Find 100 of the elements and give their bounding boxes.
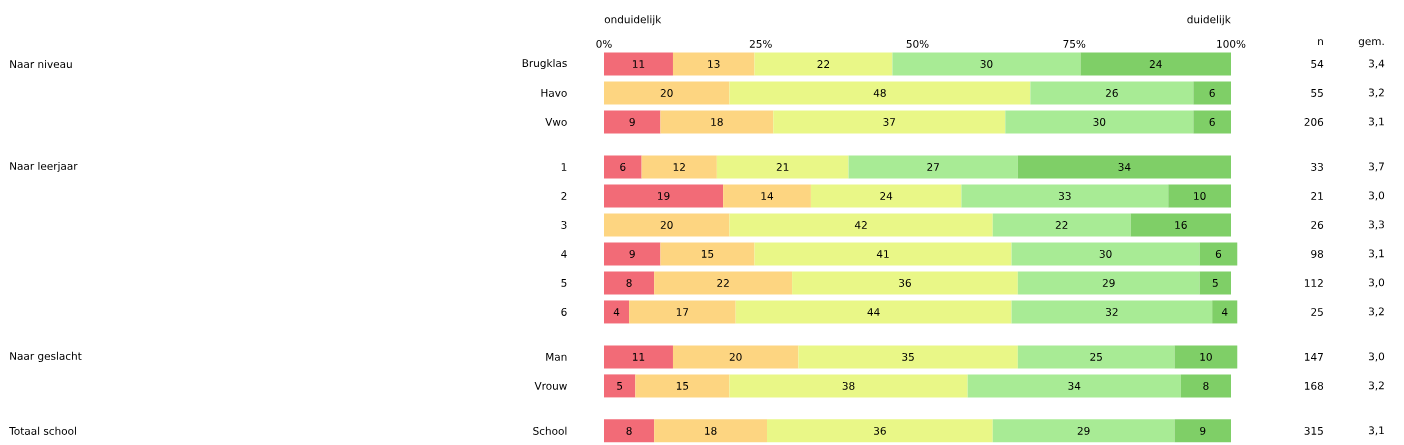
data-label: 34 [1118, 162, 1131, 171]
data-label: 41 [876, 249, 889, 258]
text: 206 [1304, 117, 1324, 126]
data-label: 4 [1221, 307, 1228, 316]
data-label: 16 [1175, 220, 1187, 229]
text: 26 [1311, 220, 1324, 229]
data-label: 30 [1093, 117, 1106, 126]
text: 147 [1304, 352, 1323, 361]
text: 3,2 [1368, 381, 1384, 391]
text: onduidelijk [604, 15, 662, 26]
data-label: 11 [632, 352, 645, 361]
text: 54 [1311, 59, 1324, 68]
data-label: 8 [1203, 381, 1209, 390]
text: n [1318, 38, 1323, 45]
text: 25 [1311, 307, 1323, 316]
data-label: 22 [1055, 220, 1068, 229]
data-label: 6 [620, 162, 626, 171]
data-label: 27 [927, 162, 939, 171]
data-label: 11 [632, 60, 645, 68]
data-label: 35 [902, 352, 914, 361]
data-label: 24 [880, 191, 893, 200]
data-label: 48 [873, 88, 886, 97]
data-label: 38 [842, 381, 855, 390]
data-label: 12 [673, 162, 685, 171]
text: 3,2 [1368, 88, 1384, 98]
text: 3,4 [1368, 59, 1385, 69]
y-tick-label: Vwo [545, 117, 567, 126]
data-label: 18 [705, 426, 717, 435]
text: 3,0 [1368, 191, 1385, 201]
data-label: 8 [626, 426, 632, 435]
text: 315 [1304, 426, 1323, 435]
data-label: 30 [980, 59, 993, 68]
text: 3,1 [1368, 249, 1384, 259]
data-label: 18 [711, 117, 723, 126]
x-tick-label: 50% [906, 39, 929, 48]
data-label: 5 [617, 381, 623, 390]
text: Naar niveau [10, 59, 72, 68]
data-label: 22 [717, 278, 729, 287]
text: Totaal school [9, 426, 76, 435]
text: 3,0 [1368, 278, 1385, 288]
text: 168 [1304, 381, 1324, 390]
text: 55 [1311, 88, 1323, 97]
data-label: 21 [776, 162, 789, 171]
text: 3,1 [1368, 117, 1384, 127]
data-label: 8 [626, 278, 632, 287]
text: 3,1 [1368, 426, 1384, 436]
y-tick-label: Vrouw [534, 381, 567, 390]
data-label: 9 [1200, 426, 1206, 435]
y-tick-label: 6 [561, 307, 567, 316]
text: 3,0 [1368, 352, 1385, 362]
text: Naar geslacht [10, 351, 82, 362]
data-label: 44 [867, 307, 880, 316]
data-label: 14 [761, 191, 774, 200]
text: 33 [1311, 162, 1323, 171]
y-tick-label: Brugklas [522, 58, 567, 69]
data-label: 26 [1105, 88, 1118, 97]
data-label: 30 [1099, 249, 1112, 258]
data-label: 20 [660, 220, 673, 229]
y-tick-label: 2 [561, 191, 567, 200]
data-label: 5 [1212, 278, 1218, 287]
data-label: 22 [817, 59, 830, 68]
text: 3,3 [1368, 220, 1384, 230]
data-label: 9 [629, 117, 635, 126]
y-tick-label: 5 [561, 278, 567, 287]
data-label: 24 [1149, 59, 1162, 68]
data-label: 10 [1200, 352, 1212, 361]
data-label: 13 [708, 59, 720, 68]
y-tick-label: Man [546, 352, 567, 361]
text: 3,7 [1368, 162, 1384, 172]
x-tick-label: 0% [596, 39, 612, 48]
y-tick-label: School [533, 426, 567, 435]
data-label: 20 [660, 88, 673, 97]
text: 3,2 [1368, 307, 1384, 317]
data-label: 36 [899, 278, 911, 287]
text: 112 [1304, 278, 1323, 287]
data-label: 25 [1090, 352, 1102, 361]
data-label: 20 [729, 352, 742, 361]
data-label: 17 [676, 307, 689, 316]
x-tick-label: 75% [1063, 39, 1086, 48]
data-label: 32 [1106, 307, 1118, 316]
text: 98 [1311, 249, 1324, 258]
data-label: 42 [854, 220, 867, 229]
data-label: 33 [1058, 191, 1071, 200]
data-label: 37 [883, 117, 896, 126]
data-label: 6 [1209, 88, 1215, 97]
data-label: 36 [874, 426, 886, 435]
y-tick-label: 4 [561, 249, 567, 258]
y-tick-label: Havo [541, 88, 567, 97]
data-label: 9 [629, 249, 635, 258]
x-tick-label: 25% [749, 39, 772, 48]
data-label: 29 [1102, 278, 1115, 287]
data-label: 15 [701, 249, 714, 258]
y-tick-label: 1 [561, 162, 567, 171]
data-label: 10 [1194, 191, 1206, 200]
text: 21 [1311, 191, 1323, 200]
y-tick-label: 3 [561, 220, 567, 229]
x-tick-label: 100% [1217, 39, 1246, 48]
data-label: 6 [1215, 249, 1222, 258]
text: duidelijk [1187, 15, 1231, 26]
data-label: 15 [676, 381, 689, 390]
